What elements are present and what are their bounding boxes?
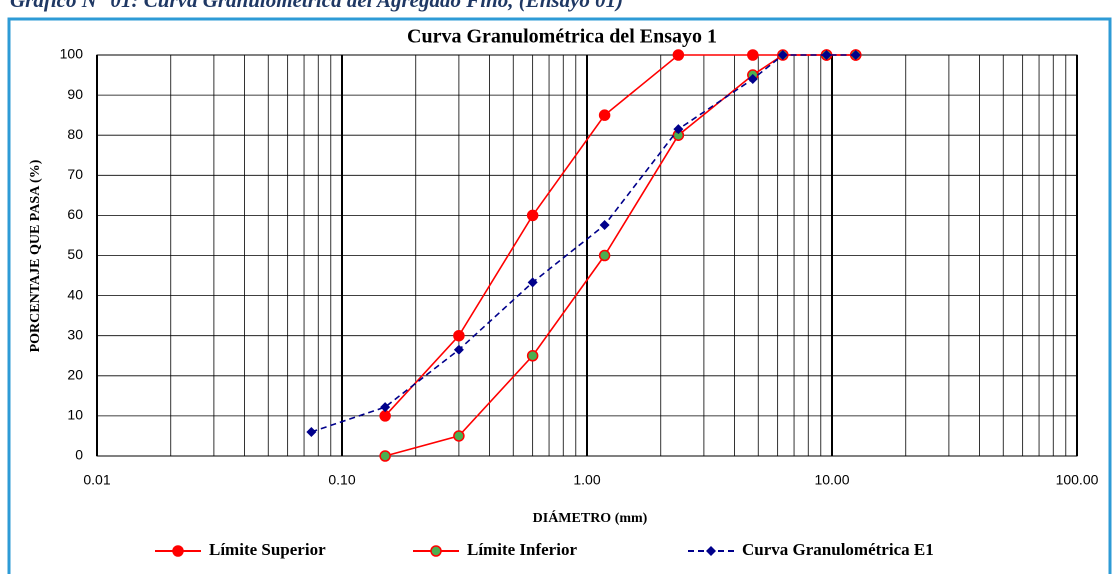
marker bbox=[453, 329, 465, 342]
x-tick-label: 0.01 bbox=[83, 472, 110, 488]
x-axis-label: DIÁMETRO (mm) bbox=[533, 509, 648, 526]
legend-label: Límite Superior bbox=[209, 540, 326, 559]
y-tick-label: 50 bbox=[67, 246, 83, 262]
y-tick-label: 80 bbox=[67, 126, 83, 142]
marker bbox=[453, 430, 465, 442]
marker bbox=[850, 50, 861, 60]
y-tick-label: 90 bbox=[67, 86, 83, 102]
marker bbox=[172, 545, 184, 557]
marker bbox=[598, 109, 611, 121]
marker bbox=[380, 402, 391, 413]
y-tick-label: 30 bbox=[67, 326, 83, 342]
x-tick-label: 0.10 bbox=[328, 472, 355, 488]
x-tick-label: 1.00 bbox=[573, 472, 600, 488]
marker bbox=[599, 220, 610, 231]
marker bbox=[673, 124, 684, 135]
chart-title: Curva Granulométrica del Ensayo 1 bbox=[407, 26, 717, 48]
marker bbox=[747, 49, 759, 61]
marker bbox=[527, 277, 538, 288]
marker bbox=[430, 545, 442, 557]
legend-item: Curva Granulométrica E1 bbox=[688, 540, 934, 559]
legend-label: Curva Granulométrica E1 bbox=[742, 540, 934, 559]
marker bbox=[598, 249, 611, 262]
marker bbox=[706, 546, 716, 556]
x-tick-label: 100.00 bbox=[1056, 472, 1099, 488]
legend-item: Límite Superior bbox=[155, 540, 326, 559]
marker bbox=[526, 209, 539, 222]
series-line bbox=[311, 54, 856, 433]
y-tick-label: 10 bbox=[67, 407, 83, 423]
frame bbox=[7, 17, 1112, 574]
marker bbox=[453, 344, 464, 355]
legend-item: Límite Inferior bbox=[413, 540, 577, 559]
y-axis-label: PORCENTAJE QUE PASA (%) bbox=[28, 159, 43, 352]
legend-label: Límite Inferior bbox=[467, 540, 577, 559]
y-tick-label: 20 bbox=[67, 367, 83, 383]
caption: Gráfico N° 01: Curva Granulométrica del … bbox=[10, 0, 623, 12]
marker bbox=[747, 74, 758, 85]
y-tick-label: 0 bbox=[75, 447, 83, 463]
x-tick-label: 10.00 bbox=[814, 472, 849, 488]
marker bbox=[526, 350, 539, 362]
y-tick-label: 70 bbox=[67, 166, 83, 182]
y-tick-label: 60 bbox=[67, 206, 83, 222]
y-tick-label: 40 bbox=[67, 286, 83, 302]
marker bbox=[379, 450, 391, 462]
marker bbox=[672, 49, 685, 61]
marker bbox=[821, 50, 832, 60]
y-tick-label: 100 bbox=[60, 46, 84, 62]
marker bbox=[306, 426, 317, 437]
marker bbox=[777, 50, 788, 60]
marker bbox=[379, 410, 391, 422]
